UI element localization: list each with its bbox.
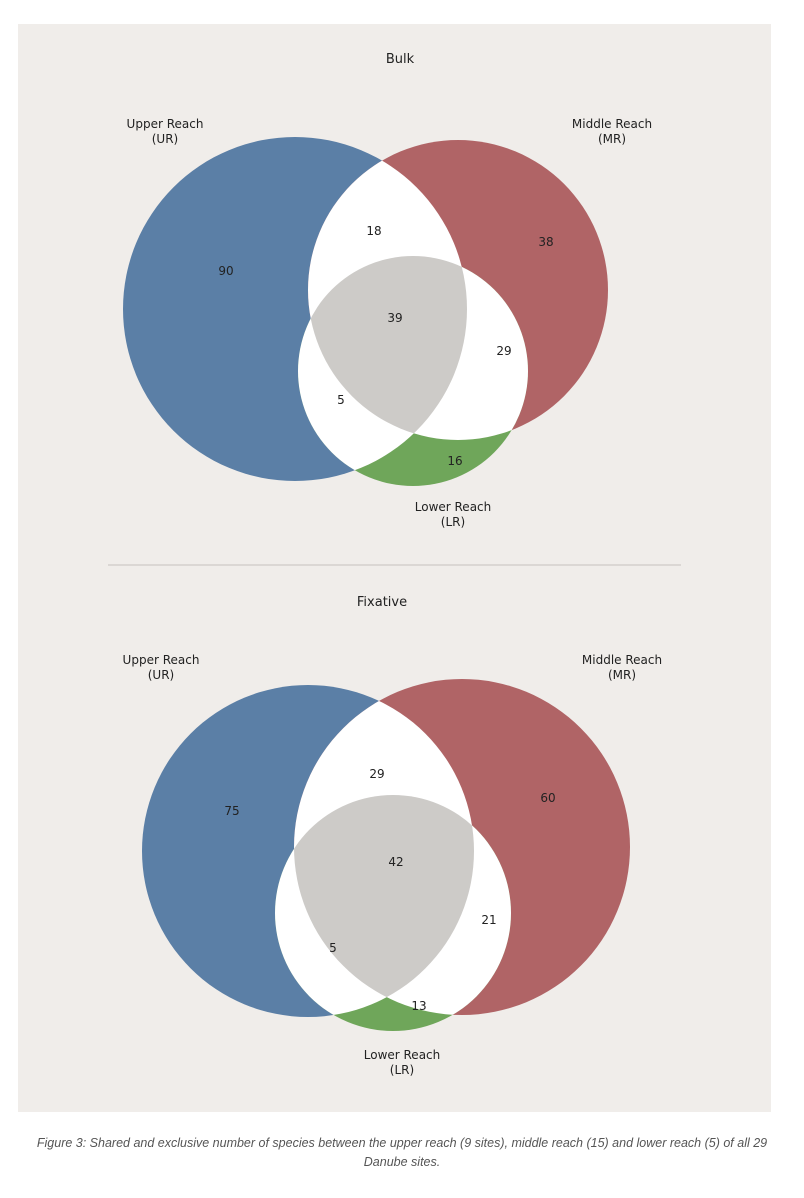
set-abbr-upper: (UR) (152, 132, 178, 146)
count-all: 39 (387, 311, 402, 325)
figure-caption: Figure 3: Shared and exclusive number of… (36, 1136, 768, 1169)
figure-panel: Bulk Upper Reach (UR) Middle Reach (MR) … (18, 24, 771, 1112)
set-label-lower: Lower Reach (415, 500, 492, 514)
count-lower-only: 13 (411, 999, 426, 1013)
set-label-lower: Lower Reach (364, 1048, 441, 1062)
count-upper-lower: 5 (329, 941, 337, 955)
set-label-upper: Upper Reach (123, 653, 200, 667)
count-upper-only: 90 (218, 264, 233, 278)
count-middle-only: 60 (540, 791, 555, 805)
venn-title: Fixative (357, 595, 407, 610)
set-label-middle: Middle Reach (572, 117, 652, 131)
count-upper-lower: 5 (337, 393, 345, 407)
count-upper-middle: 29 (369, 767, 384, 781)
venn-bulk: Bulk Upper Reach (UR) Middle Reach (MR) … (123, 52, 652, 529)
venn-title: Bulk (386, 52, 415, 67)
count-middle-lower: 21 (481, 913, 496, 927)
count-middle-lower: 29 (496, 344, 511, 358)
venn-fixative: Fixative Upper Reach (UR) Middle Reach (… (123, 595, 663, 1077)
set-label-upper: Upper Reach (127, 117, 204, 131)
count-upper-middle: 18 (366, 224, 381, 238)
set-abbr-middle: (MR) (598, 132, 626, 146)
count-all: 42 (388, 855, 403, 869)
count-upper-only: 75 (224, 804, 239, 818)
set-abbr-upper: (UR) (148, 668, 174, 682)
set-abbr-lower: (LR) (441, 515, 465, 529)
venn-diagrams: Bulk Upper Reach (UR) Middle Reach (MR) … (108, 52, 681, 1077)
set-label-middle: Middle Reach (582, 653, 662, 667)
set-abbr-middle: (MR) (608, 668, 636, 682)
count-middle-only: 38 (538, 235, 553, 249)
count-lower-only: 16 (447, 454, 462, 468)
set-abbr-lower: (LR) (390, 1063, 414, 1077)
